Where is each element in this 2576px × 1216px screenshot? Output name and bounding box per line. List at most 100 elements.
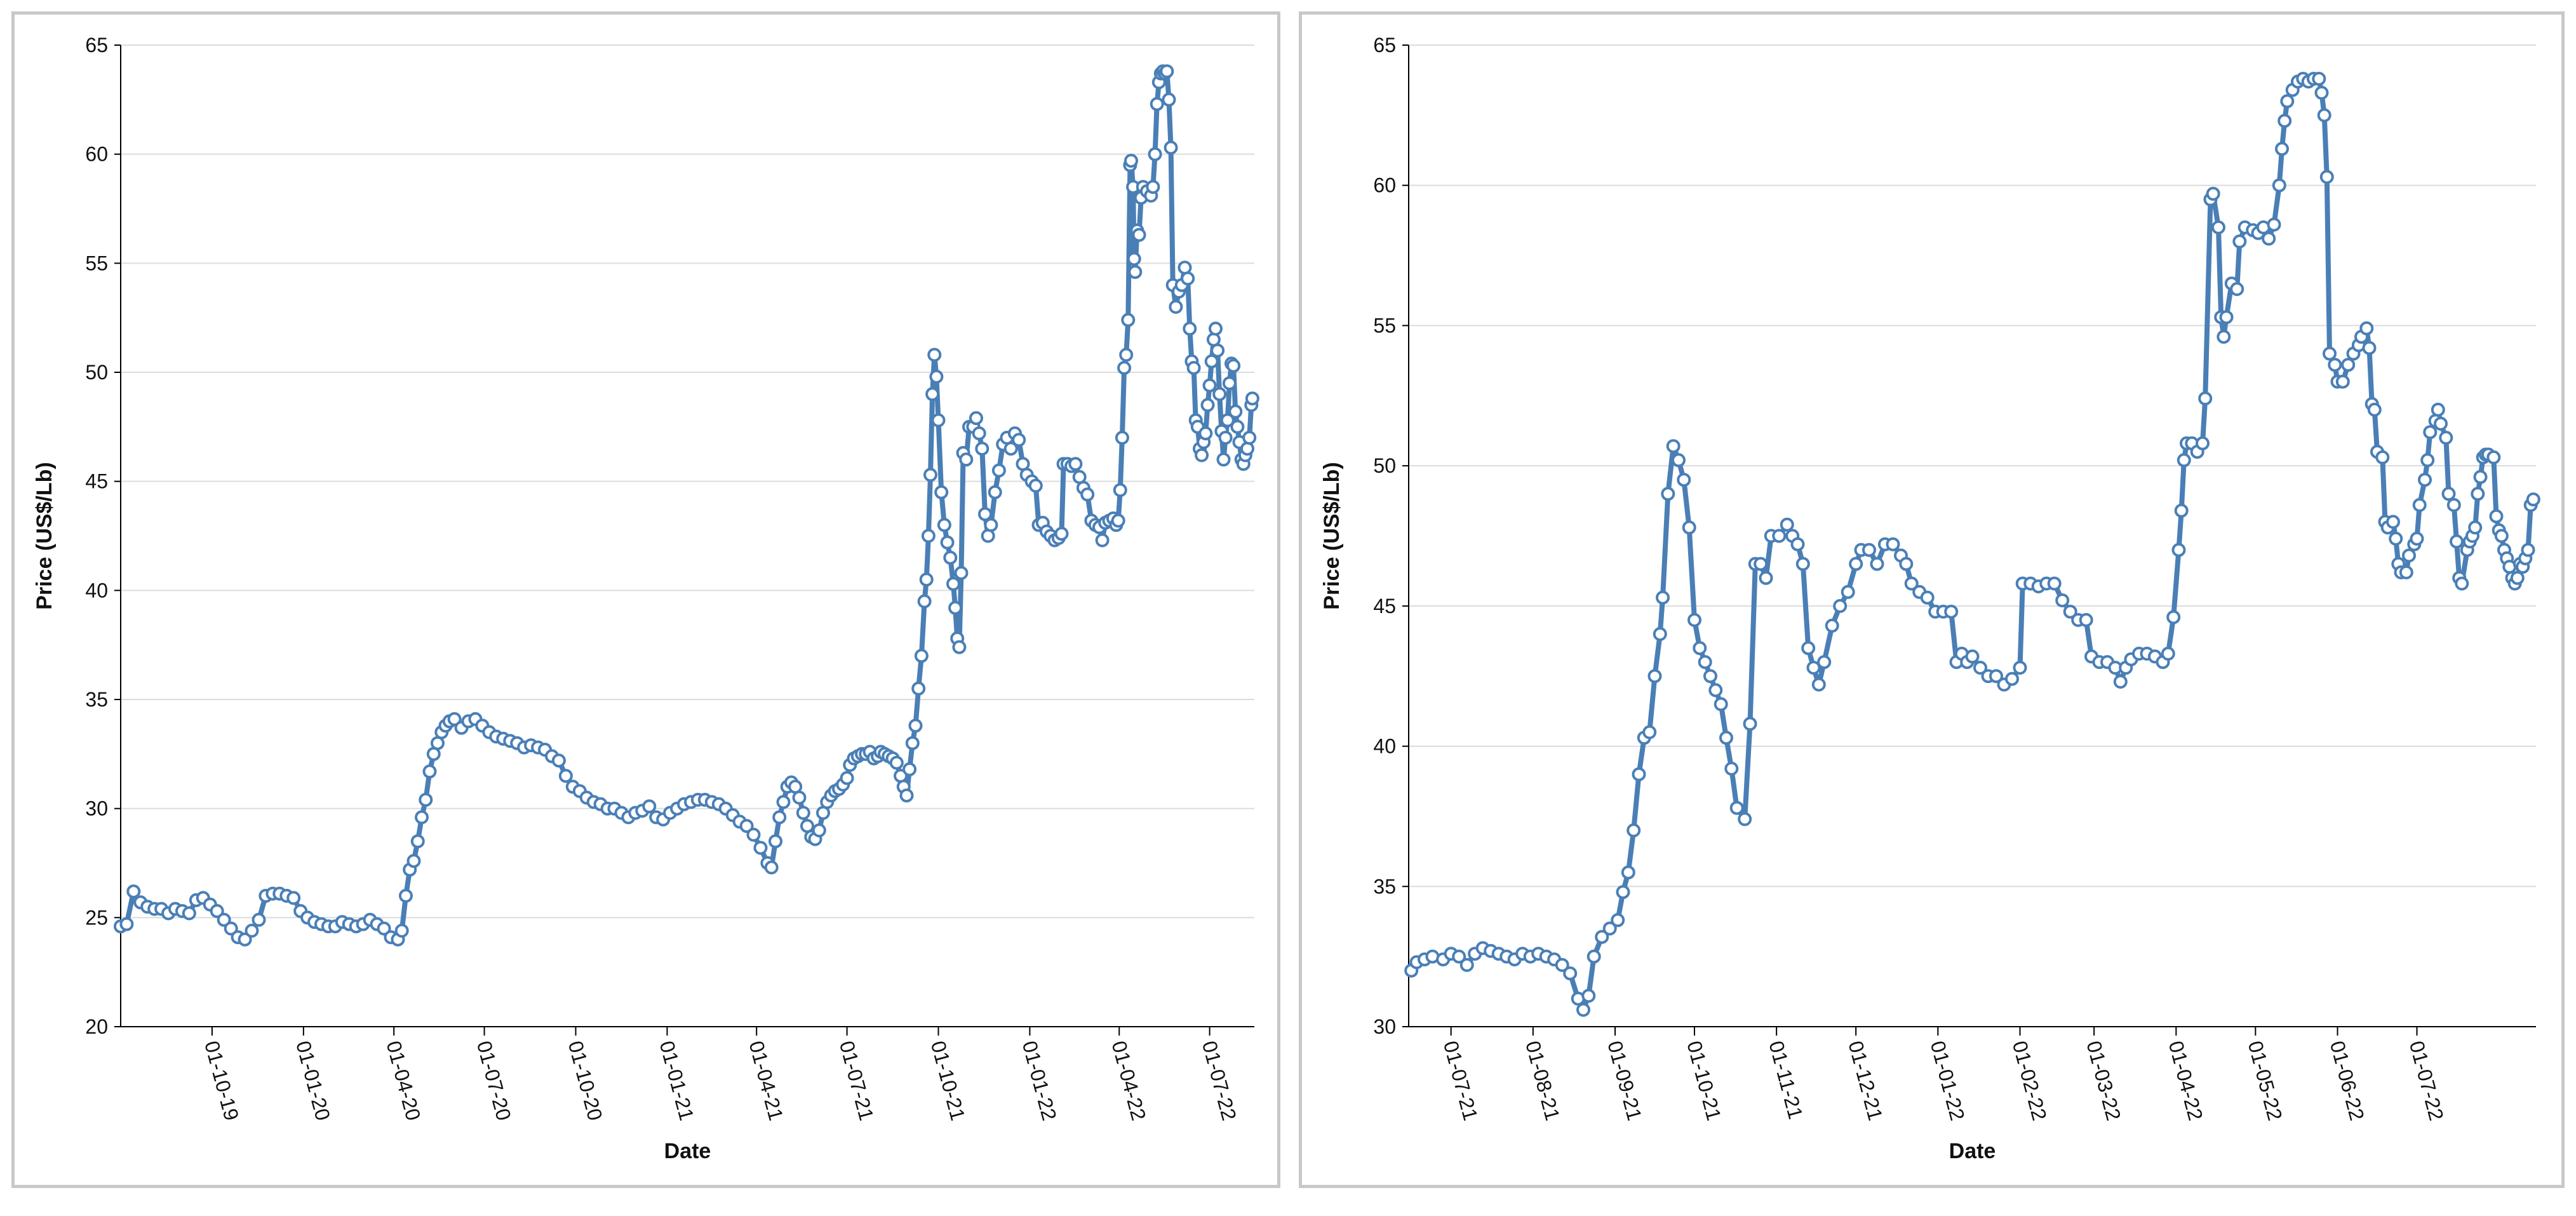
right-data-point: [1459, 957, 1474, 972]
left-data-point: [1169, 300, 1183, 314]
left-y-axis-title: Price (US$/Lb): [32, 462, 57, 609]
right-data-point: [2317, 108, 2331, 123]
right-data-point: [1849, 557, 1863, 571]
left-x-tick-label: 01-04-21: [744, 1038, 788, 1123]
right-x-tick-label: 01-05-22: [2244, 1038, 2287, 1123]
right-data-point: [1989, 669, 2003, 684]
right-data-point: [1754, 557, 1768, 571]
right-data-point: [1587, 949, 1601, 964]
left-data-point: [972, 426, 986, 441]
right-data-point: [1724, 761, 1739, 776]
right-data-point: [1719, 731, 1733, 745]
left-y-tick-label: 65: [85, 34, 108, 57]
left-data-point: [1127, 252, 1141, 266]
right-data-point: [2174, 503, 2189, 518]
left-data-point: [1148, 147, 1162, 161]
left-data-point: [419, 792, 433, 807]
right-data-point: [2206, 187, 2220, 201]
right-y-tick-label: 30: [1373, 1015, 1396, 1038]
right-data-point: [1817, 655, 1832, 670]
left-data-point: [1162, 92, 1176, 107]
right-data-point: [2418, 473, 2432, 487]
right-data-point: [1806, 661, 1821, 675]
left-data-point: [415, 810, 429, 825]
left-data-point: [1181, 271, 1195, 286]
left-data-point: [792, 790, 807, 805]
right-data-point: [1862, 543, 1876, 557]
right-data-point: [1944, 604, 1959, 619]
left-y-tick-label: 60: [85, 143, 108, 166]
right-x-tick-label: 01-08-21: [1521, 1038, 1564, 1123]
right-x-tick-label: 01-02-22: [2008, 1038, 2051, 1123]
right-data-point: [1581, 989, 1596, 1003]
left-data-point: [908, 719, 923, 733]
right-data-point: [1904, 576, 1919, 591]
right-data-point: [1621, 865, 1635, 880]
left-data-point: [410, 834, 425, 849]
left-x-tick-label: 01-10-19: [200, 1038, 243, 1123]
left-x-axis-title: Date: [664, 1139, 711, 1163]
right-data-point: [2196, 436, 2210, 450]
right-price-series-line: [1409, 76, 2536, 1013]
left-x-tick-label: 01-01-21: [655, 1038, 699, 1123]
right-x-tick-label: 01-06-22: [2326, 1038, 2369, 1123]
right-data-point: [2420, 453, 2435, 468]
left-data-point: [954, 565, 969, 580]
right-data-point: [1661, 487, 1675, 501]
right-data-point: [1687, 612, 1701, 627]
right-data-point: [1666, 439, 1680, 454]
left-data-point: [975, 442, 989, 456]
left-data-point: [1111, 513, 1125, 528]
right-y-tick-label: 40: [1373, 735, 1396, 758]
left-data-point: [1198, 426, 1213, 441]
right-data-point: [2280, 94, 2295, 109]
left-data-point: [210, 904, 224, 918]
left-data-point: [776, 795, 791, 809]
right-data-point: [1886, 537, 1900, 551]
right-data-point: [2005, 672, 2019, 686]
left-x-tick-label: 01-07-22: [1198, 1038, 1241, 1123]
right-data-point: [2262, 231, 2276, 246]
right-data-point: [2232, 234, 2247, 248]
right-data-point: [2275, 142, 2289, 156]
left-data-point: [1240, 442, 1254, 456]
right-x-tick-label: 01-03-22: [2082, 1038, 2125, 1123]
right-data-point: [2277, 114, 2292, 128]
right-data-point: [1703, 669, 1717, 684]
right-data-point: [2367, 402, 2382, 417]
left-y-tick-label: 25: [85, 906, 108, 929]
right-data-point: [1563, 966, 1578, 981]
left-data-point: [182, 906, 196, 921]
right-data-point: [2450, 534, 2464, 549]
right-data-point: [2526, 492, 2540, 507]
right-data-point: [1642, 725, 1657, 740]
left-data-point: [1080, 487, 1095, 502]
right-data-point: [2177, 453, 2191, 468]
right-data-point: [2217, 330, 2231, 344]
right-data-point: [1729, 801, 1744, 815]
left-data-point: [948, 600, 963, 615]
right-x-tick-label: 01-01-22: [1926, 1038, 1969, 1123]
left-data-point: [934, 485, 949, 499]
left-data-point: [286, 891, 301, 905]
left-data-point: [746, 827, 761, 842]
right-data-point: [1627, 823, 1641, 837]
right-data-point: [2219, 310, 2234, 325]
left-data-point: [1124, 154, 1138, 168]
right-data-point: [1555, 957, 1569, 972]
left-data-point: [969, 411, 983, 426]
right-data-point: [1647, 669, 1662, 684]
left-price-chart: 20 25 30 35 40 45 50 55 60 65 01-10-19 01-01-20 01-0…: [32, 34, 1259, 1163]
left-x-tick-label: 01-07-21: [835, 1038, 878, 1123]
right-data-point: [2314, 86, 2329, 100]
right-data-point: [2486, 450, 2501, 464]
left-data-point: [840, 771, 854, 785]
right-data-point: [1698, 655, 1712, 670]
left-data-point: [377, 921, 391, 936]
left-data-point: [889, 755, 904, 770]
right-y-tick-label: 65: [1373, 34, 1396, 57]
right-data-point: [1795, 557, 1810, 571]
right-data-point: [2047, 576, 2062, 591]
left-data-point: [937, 518, 951, 532]
left-data-point: [1242, 431, 1257, 445]
